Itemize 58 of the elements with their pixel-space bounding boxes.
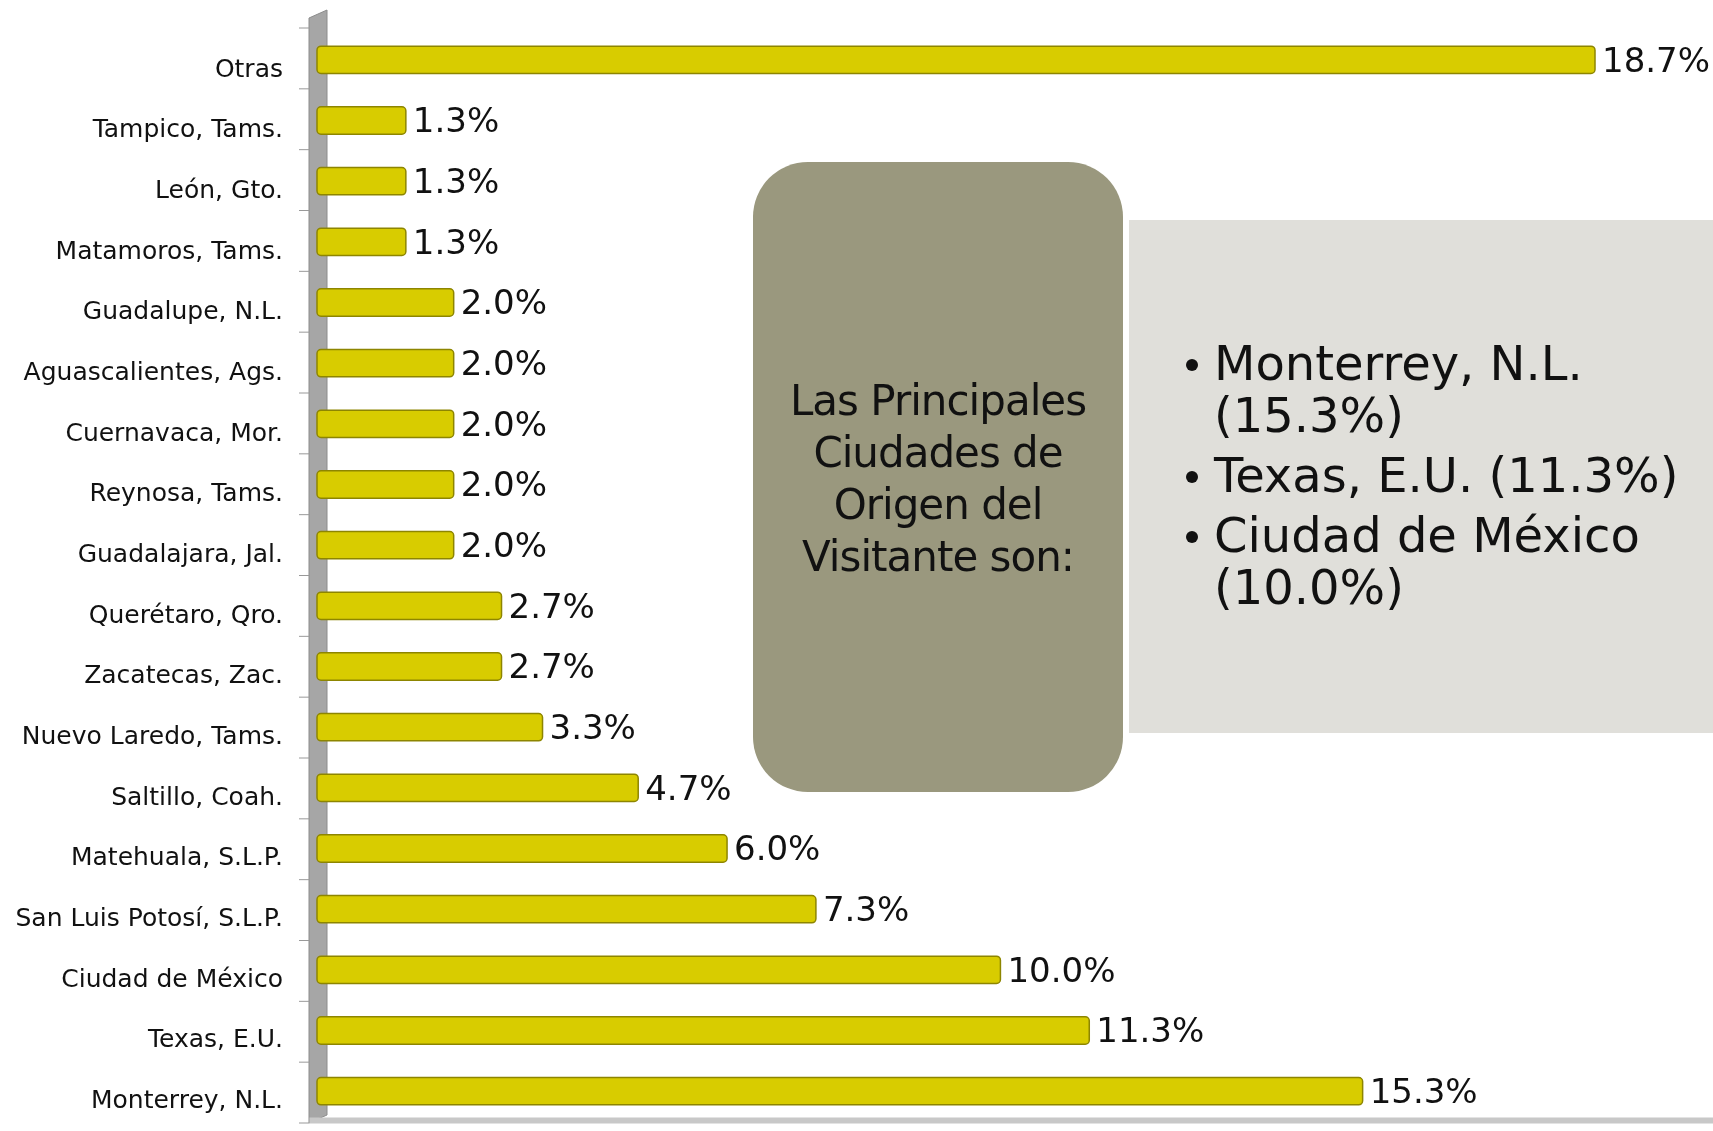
bar — [316, 106, 407, 135]
data-label: 1.3% — [412, 100, 500, 141]
y-tick-label: San Luis Potosí, S.L.P. — [15, 902, 283, 932]
y-tick-label: León, Gto. — [155, 174, 283, 204]
data-label: 2.7% — [508, 585, 595, 626]
data-label: 7.3% — [822, 889, 910, 930]
data-label: 1.3% — [412, 161, 500, 202]
y-tick-label: Matehuala, S.L.P. — [70, 842, 283, 872]
bar — [316, 773, 639, 803]
y-tick-label: Zacatecas, Zac. — [84, 660, 283, 690]
bar — [316, 591, 503, 621]
y-tick-label: Querétaro, Qro. — [88, 599, 283, 629]
data-label: 2.0% — [460, 343, 548, 384]
y-tick-label: Monterrey, N.L. — [90, 1084, 283, 1114]
data-label: 15.3% — [1369, 1071, 1478, 1112]
y-tick-label: Cuernavaca, Mor. — [65, 417, 283, 447]
bar — [316, 530, 455, 560]
bar — [316, 227, 407, 257]
bar — [316, 409, 455, 439]
data-label: 2.0% — [460, 525, 548, 566]
data-label: 18.7% — [1602, 39, 1711, 80]
y-tick-label: Aguascalientes, Ags. — [23, 356, 283, 386]
data-label: 2.0% — [460, 403, 548, 444]
annotation: Monterrey, N.L. (15.3%) — [1214, 335, 1583, 443]
y-tick-label: Reynosa, Tams. — [89, 478, 283, 508]
data-label: 10.0% — [1007, 949, 1116, 990]
bar — [316, 470, 455, 499]
data-label: 4.7% — [645, 767, 732, 808]
y-tick-label: Nuevo Laredo, Tams. — [21, 720, 283, 750]
data-label: 11.3% — [1096, 1010, 1205, 1051]
bar — [316, 652, 503, 681]
bar — [316, 834, 728, 863]
data-label: 2.7% — [508, 646, 595, 687]
y-tick-label: Guadalajara, Jal. — [77, 538, 283, 568]
data-label: 2.0% — [460, 282, 548, 323]
y-tick-label: Tampico, Tams. — [91, 114, 283, 144]
bar — [316, 288, 455, 317]
y-tick-label: Matamoros, Tams. — [55, 235, 283, 265]
annotation: Ciudad de México (10.0%) — [1214, 507, 1640, 615]
bar — [316, 1076, 1364, 1106]
bar — [316, 955, 1002, 985]
annotation: Las Principales Ciudades de Origen del Visitante son: — [789, 376, 1087, 581]
bar — [316, 45, 1596, 75]
bar — [316, 894, 817, 924]
annotation: Texas, E.U. (11.3%) — [1213, 447, 1679, 503]
data-label: 6.0% — [734, 828, 821, 869]
y-tick-label: Ciudad de México — [61, 963, 283, 993]
y-tick-label: Otras — [214, 53, 283, 83]
bar — [316, 348, 455, 378]
data-label: 1.3% — [412, 221, 500, 262]
bar — [316, 1016, 1091, 1045]
y-tick-label: Texas, E.U. — [147, 1024, 283, 1054]
bar — [316, 712, 544, 742]
y-tick-label: Guadalupe, N.L. — [82, 296, 283, 326]
bar — [316, 166, 407, 196]
y-tick-label: Saltillo, Coah. — [111, 781, 283, 811]
data-label: 2.0% — [460, 464, 548, 505]
data-label: 3.3% — [549, 707, 636, 748]
